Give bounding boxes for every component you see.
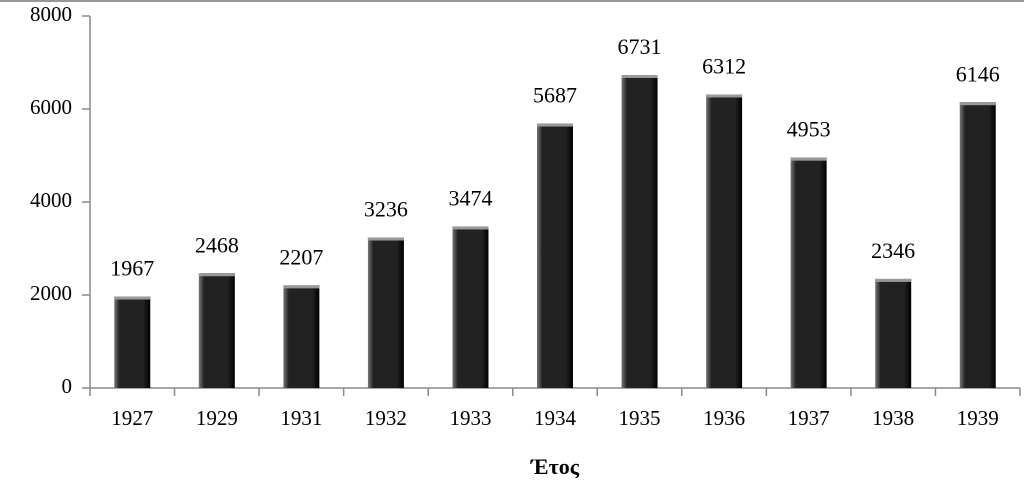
bar xyxy=(114,296,151,388)
bar-top xyxy=(621,75,658,79)
bar-top xyxy=(959,102,996,106)
value-label: 5687 xyxy=(533,83,577,108)
bar-top xyxy=(875,278,912,282)
value-label: 2468 xyxy=(195,232,239,257)
bar-top xyxy=(283,285,320,289)
x-tick-label: 1933 xyxy=(449,406,491,430)
x-tick-label: 1935 xyxy=(619,406,661,430)
x-tick-label: 1939 xyxy=(957,406,999,430)
value-label: 3474 xyxy=(448,186,492,211)
y-tick-label: 2000 xyxy=(30,281,72,305)
x-tick-label: 1929 xyxy=(196,406,238,430)
y-tick-label: 0 xyxy=(62,374,73,398)
bar xyxy=(621,75,658,389)
bar xyxy=(452,226,489,388)
value-label: 3236 xyxy=(364,197,408,222)
value-label: 1967 xyxy=(110,256,154,281)
bar xyxy=(283,285,320,388)
bar-top xyxy=(198,273,235,277)
bar xyxy=(790,157,827,388)
x-tick-label: 1927 xyxy=(111,406,153,430)
x-tick-label: 1937 xyxy=(788,406,830,430)
bar xyxy=(959,102,996,388)
bar-top xyxy=(452,226,489,230)
value-label: 6312 xyxy=(702,54,746,79)
x-tick-label: 1936 xyxy=(703,406,745,430)
y-tick-label: 6000 xyxy=(30,95,72,119)
x-tick-label: 1934 xyxy=(534,406,577,430)
y-tick-label: 8000 xyxy=(30,2,72,26)
bar-top xyxy=(706,94,743,98)
bar-top xyxy=(367,237,404,241)
bar xyxy=(537,123,573,388)
x-tick-label: 1938 xyxy=(872,406,914,430)
x-axis-label: Έτος xyxy=(530,454,580,479)
bar-top xyxy=(790,157,827,161)
bar-top xyxy=(114,296,151,300)
value-label: 6146 xyxy=(956,61,1000,86)
bar xyxy=(198,273,235,388)
x-tick-label: 1932 xyxy=(365,406,407,430)
value-label: 2207 xyxy=(279,244,323,269)
y-tick-label: 4000 xyxy=(30,188,72,212)
value-label: 2346 xyxy=(871,238,915,263)
bar xyxy=(706,94,743,388)
bar xyxy=(875,278,912,388)
value-label: 4953 xyxy=(787,117,831,142)
x-tick-label: 1931 xyxy=(280,406,322,430)
value-label: 6731 xyxy=(618,34,662,59)
bar-top xyxy=(537,123,573,127)
bar xyxy=(367,237,404,388)
